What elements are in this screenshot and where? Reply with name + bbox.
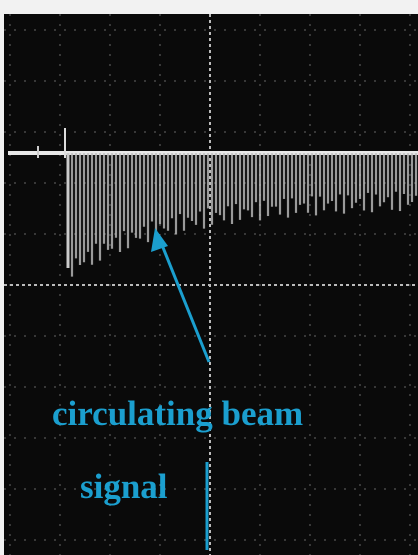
arrow-shaft [158, 239, 211, 363]
arrow-head [151, 228, 168, 252]
annotation-line: signal [80, 467, 168, 506]
beam-trace [8, 128, 418, 277]
graticule [4, 14, 418, 555]
annotation-line: circulating beam [52, 394, 303, 433]
